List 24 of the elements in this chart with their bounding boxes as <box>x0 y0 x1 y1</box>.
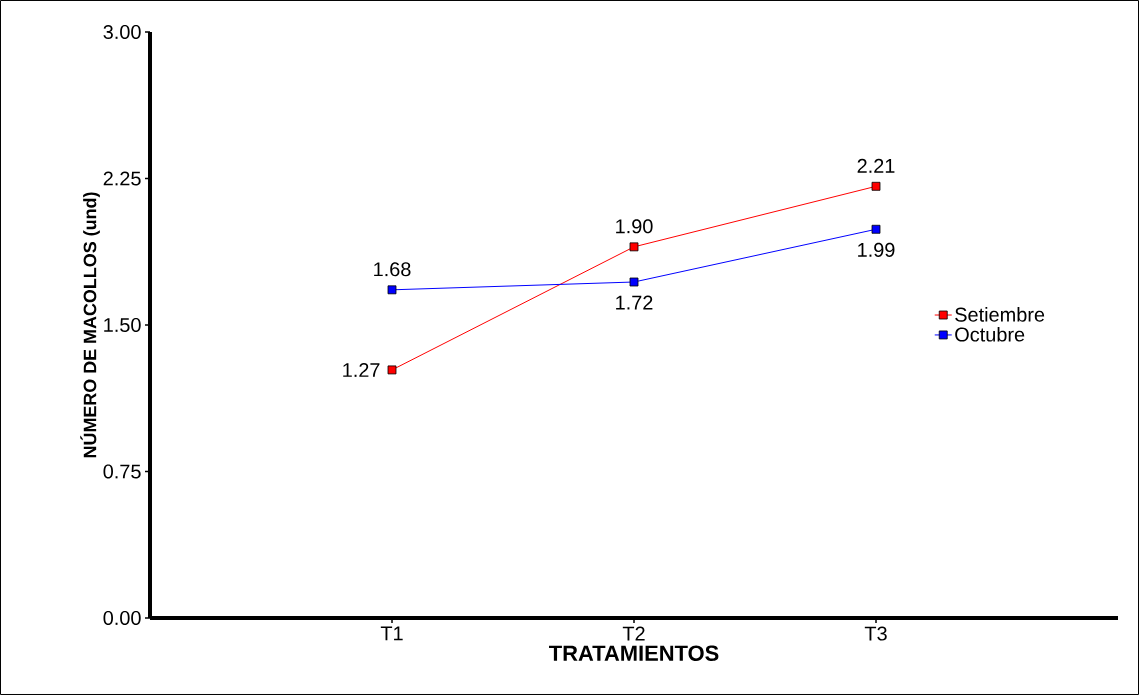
point <box>871 181 881 191</box>
y-tick-label: 2.25 <box>103 171 141 186</box>
point <box>387 365 397 375</box>
point <box>871 224 881 234</box>
point <box>629 277 639 287</box>
point <box>629 242 639 252</box>
legend-label: Octubre <box>955 326 1025 342</box>
data-label: 1.99 <box>858 242 895 257</box>
data-label: 1.68 <box>374 262 411 277</box>
y-tick-label: 1.50 <box>104 317 141 333</box>
point <box>387 285 397 295</box>
data-label: 1.72 <box>616 295 653 310</box>
y-tick-label: 0.00 <box>103 610 141 626</box>
y-tick-label: 3.00 <box>103 24 141 40</box>
y-tick-label: 0.75 <box>103 464 141 479</box>
data-label: 2.21 <box>857 158 895 173</box>
y-axis-title: NÚMERO DE MACOLLOS (und) <box>80 192 100 458</box>
x-tick-label: T1 <box>380 626 403 641</box>
x-tick-label: T3 <box>864 626 887 641</box>
data-label: 1.90 <box>616 219 653 234</box>
x-tick-label: T2 <box>622 626 645 641</box>
x-axis-title: TRATAMIENTOS <box>549 645 719 661</box>
legend-label: Setiembre <box>955 307 1045 322</box>
data-label: 1.27 <box>343 362 380 377</box>
